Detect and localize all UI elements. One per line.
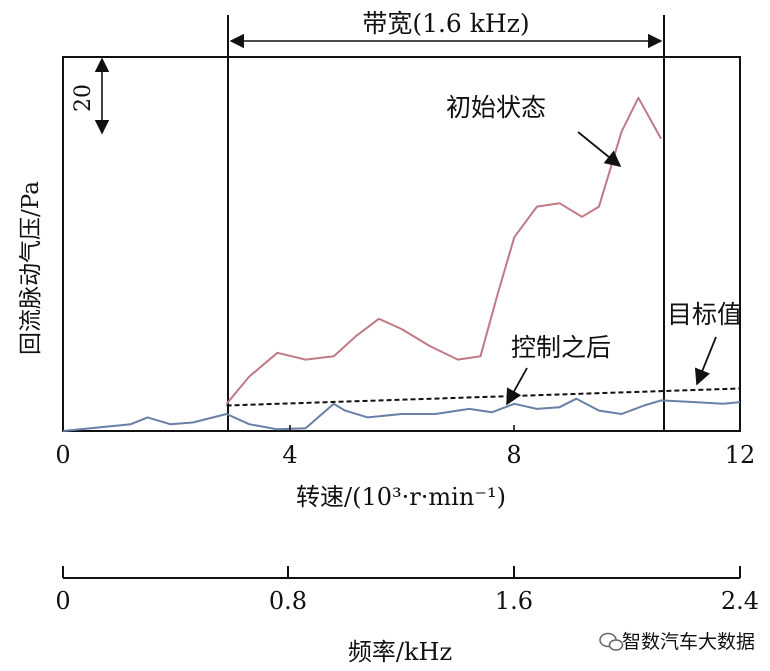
- plot-frame: [62, 56, 741, 432]
- bandwidth-label: 带宽(1.6 kHz): [362, 9, 529, 38]
- series-after-control: [62, 397, 741, 432]
- y-axis-label: 回流脉动气压/Pa: [18, 181, 44, 355]
- annotation-target: 目标值: [667, 300, 742, 329]
- x-tick-label: 12: [725, 441, 756, 469]
- watermark-text: 智数汽车大数据: [622, 631, 755, 653]
- freq-tick-label: 0.8: [269, 587, 307, 615]
- annotation-after-control: 控制之后: [511, 333, 611, 362]
- frequency-axis-label: 频率/kHz: [348, 638, 452, 666]
- scale-bar-label: 20: [71, 84, 96, 112]
- annotation-target-arrow: [694, 336, 717, 386]
- series-initial-state: [225, 96, 662, 405]
- freq-tick-label: 0: [55, 587, 70, 615]
- annotation-initial-arrow: [577, 131, 622, 168]
- x-axis-label: 转速/(10³·r·min⁻¹): [296, 483, 506, 511]
- annotation-after-arrow: [506, 367, 528, 406]
- wechat-logo-icon: [599, 632, 624, 651]
- x-tick-label: 8: [506, 441, 521, 469]
- x-tick-label: 0: [55, 441, 70, 469]
- freq-tick-label: 1.6: [495, 587, 533, 615]
- x-tick-label: 4: [282, 441, 297, 469]
- freq-tick-label: 2.4: [721, 587, 759, 615]
- annotation-initial-state: 初始状态: [446, 93, 546, 122]
- series-target-value: [226, 387, 741, 407]
